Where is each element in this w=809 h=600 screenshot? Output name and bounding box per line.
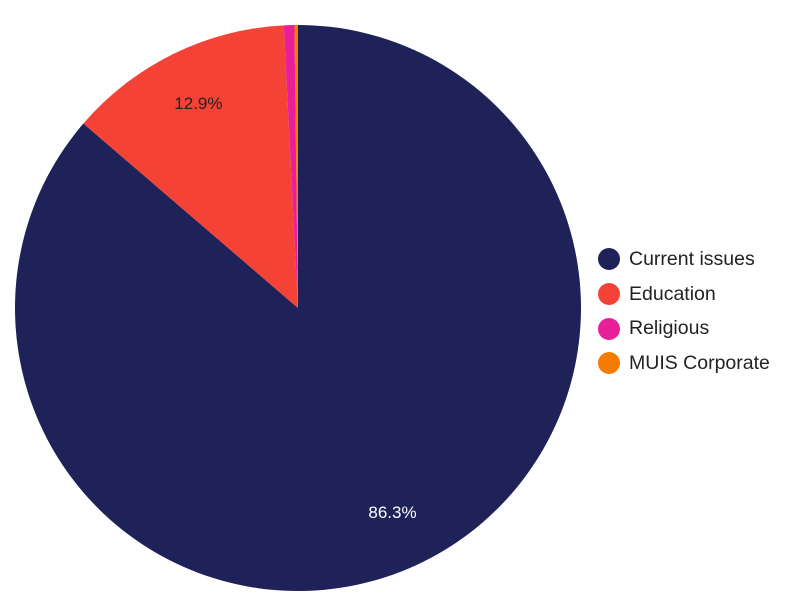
legend-label: Education <box>629 282 716 305</box>
legend-swatch-icon <box>598 352 620 375</box>
chart-legend: Current issues Education Religious MUIS Cor… <box>598 242 803 381</box>
pie-slice-education <box>83 25 298 308</box>
legend-label: Current issues <box>629 247 755 270</box>
pie-slice-muis-corporate <box>294 25 298 308</box>
legend-item-education[interactable]: Education <box>598 277 803 312</box>
pie-slice-current-issues <box>14 25 581 591</box>
legend-swatch-icon <box>598 283 620 306</box>
legend-swatch-icon <box>598 248 620 271</box>
legend-label: MUIS Corporate <box>629 351 770 374</box>
legend-swatch-icon <box>598 317 620 340</box>
legend-item-current-issues[interactable]: Current issues <box>598 242 803 277</box>
slice-label-education: 12.9% <box>174 94 222 113</box>
slice-label-current-issues: 86.3% <box>368 503 416 522</box>
legend-item-religious[interactable]: Religious <box>598 311 803 346</box>
pie-slice-religious <box>283 25 298 309</box>
legend-label: Religious <box>629 317 710 340</box>
legend-item-muis-corporate[interactable]: MUIS Corporate <box>598 346 803 381</box>
